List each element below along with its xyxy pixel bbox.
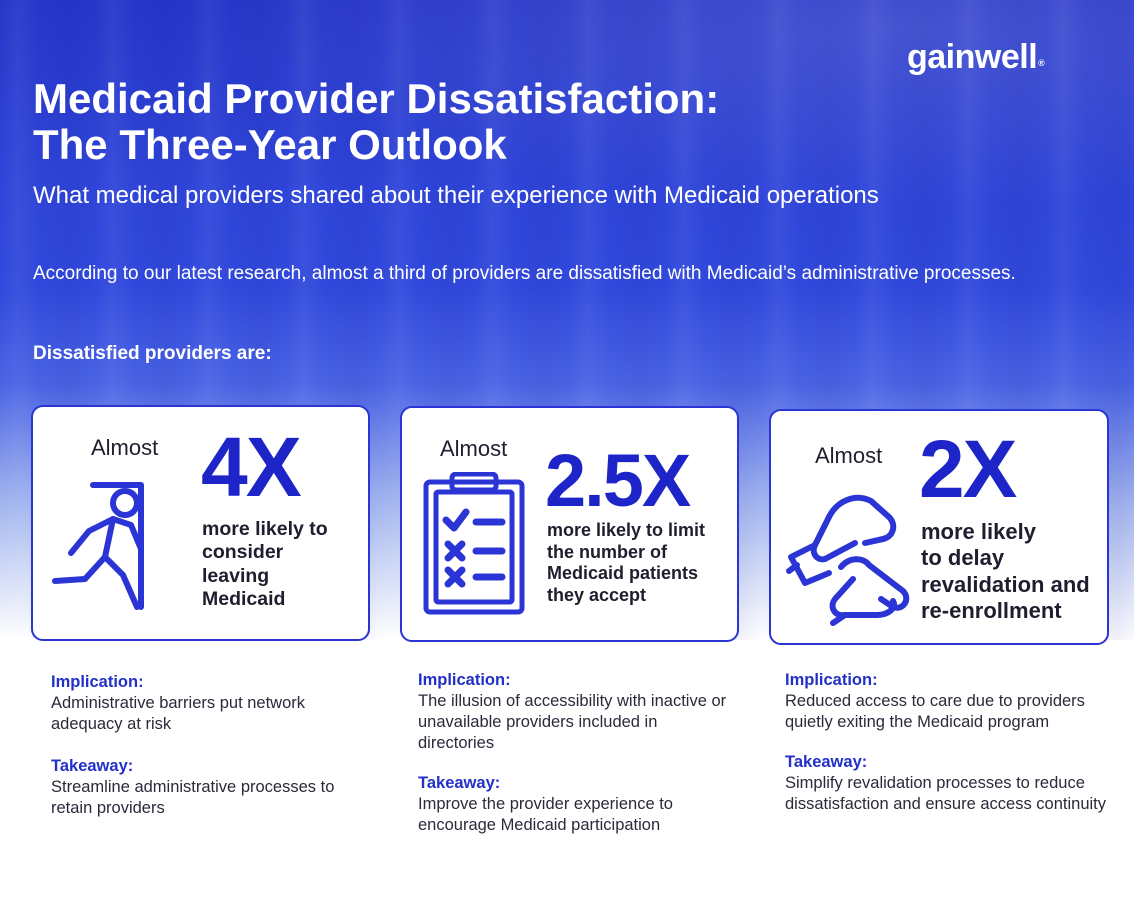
takeaway-text: Simplify revalidation processes to reduc… [785,774,1107,813]
implication-text: The illusion of accessibility with inact… [418,692,727,752]
takeaway-text: Streamline administrative processes to r… [51,778,335,817]
page-subtitle: What medical providers shared about thei… [33,182,879,209]
stat-description: more likely to consider leaving Medicaid [202,518,328,611]
stat-card-leaving: Almost 4X more likely to consider leavin… [31,405,370,641]
person-exiting-door-icon [52,482,144,610]
almost-label: Almost [815,443,883,468]
info-column-3: Implication: Reduced access to care due … [785,670,1115,815]
takeaway-text: Improve the provider experience to encou… [418,795,673,834]
page-title: Medicaid Provider Dissatisfaction: The T… [33,75,720,168]
stat-value: 2.5X [545,439,691,522]
takeaway-label: Takeaway: [785,753,868,771]
stat-description: more likely to delay revalidation and re… [921,519,1090,624]
checklist-clipboard-icon [423,472,525,615]
implication-label: Implication: [418,671,511,689]
info-column-1: Implication: Administrative barriers put… [51,672,371,819]
takeaway-label: Takeaway: [51,757,134,775]
implication-text: Reduced access to care due to providers … [785,692,1085,731]
implication-text: Administrative barriers put network adeq… [51,694,306,733]
almost-label: Almost [91,435,159,460]
stat-value: 4X [201,420,302,514]
gainwell-logo: gainwell® [907,38,1045,76]
stat-card-limit-patients: Almost 2.5X more likely to limit the num… [400,406,739,642]
takeaway-label: Takeaway: [418,774,501,792]
implication-label: Implication: [785,671,878,689]
lead-heading: Dissatisfied providers are: [33,343,272,364]
info-column-2: Implication: The illusion of accessibili… [418,670,738,836]
hand-signing-icon [786,494,910,626]
intro-paragraph: According to our latest research, almost… [33,263,1016,284]
stat-description: more likely to limit the number of Medic… [547,520,706,605]
stat-value: 2X [919,424,1017,515]
stat-card-delay-revalidation: Almost 2X more likely to delay revalidat… [769,409,1109,645]
almost-label: Almost [440,436,508,461]
implication-label: Implication: [51,673,144,691]
